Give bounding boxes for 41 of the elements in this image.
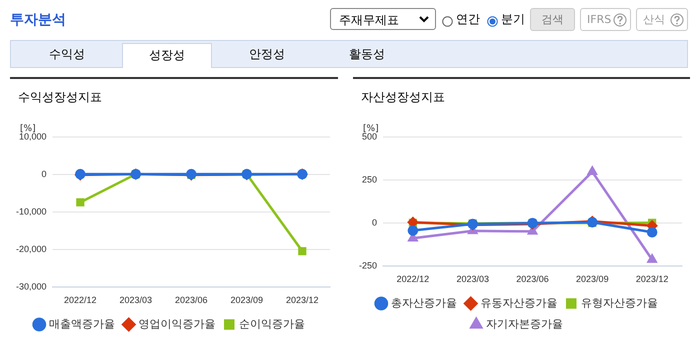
chart-title: 수익성장성지표 <box>18 89 102 106</box>
text: 활동성 <box>348 46 386 63</box>
text: 안정성 <box>248 46 286 63</box>
text: 산식 <box>636 8 688 31</box>
y-tick-label: -20,000 <box>16 244 47 254</box>
legend-label: 유형자산증가율 <box>580 296 658 310</box>
y-tick-label: -30,000 <box>16 282 47 292</box>
y-axis-title: [%] <box>363 124 379 134</box>
text: IFRS <box>580 8 631 31</box>
y-tick-label: 0 <box>372 218 378 228</box>
x-tick-label: 2023/09 <box>576 274 609 284</box>
text: 주재무제표 <box>339 13 399 27</box>
text: 성장성 <box>122 43 212 68</box>
x-tick-label: 2023/06 <box>516 274 549 284</box>
x-tick-label: 2022/12 <box>64 295 97 306</box>
legend-label: 매출액증가율 <box>48 317 115 330</box>
y-tick-label: 0 <box>42 169 47 180</box>
y-tick-label: -10,000 <box>16 206 47 217</box>
x-tick-label: 2023/12 <box>636 274 668 284</box>
legend-label: 순이익증가율 <box>238 317 305 330</box>
x-tick-label: 2023/03 <box>456 274 489 284</box>
text: 연간 <box>456 11 480 28</box>
text: 수익성 <box>48 46 86 63</box>
legend-label: 총자산증가율 <box>390 296 457 310</box>
y-tick-label: -250 <box>359 260 378 271</box>
x-tick-label: 2023/09 <box>230 295 264 306</box>
text: 투자분석 <box>10 11 66 29</box>
legend-label: 자기자본증가율 <box>486 317 563 330</box>
x-tick-label: 2023/03 <box>119 295 152 306</box>
x-tick-label: 2022/12 <box>396 274 430 284</box>
legend-label: 영업이익증가율 <box>138 317 216 330</box>
legend-label: 유동자산증가율 <box>480 296 558 310</box>
chart-title: 자산성장성지표 <box>361 89 445 106</box>
y-tick-label: 250 <box>362 174 378 185</box>
y-tick-label: 10,000 <box>18 131 47 142</box>
y-tick-label: 500 <box>362 131 378 142</box>
text: 분기 <box>501 11 525 28</box>
y-axis-title: [%] <box>20 124 36 134</box>
text: 검색 <box>530 8 575 31</box>
x-tick-label: 2023/12 <box>286 295 319 306</box>
x-tick-label: 2023/06 <box>174 295 208 306</box>
